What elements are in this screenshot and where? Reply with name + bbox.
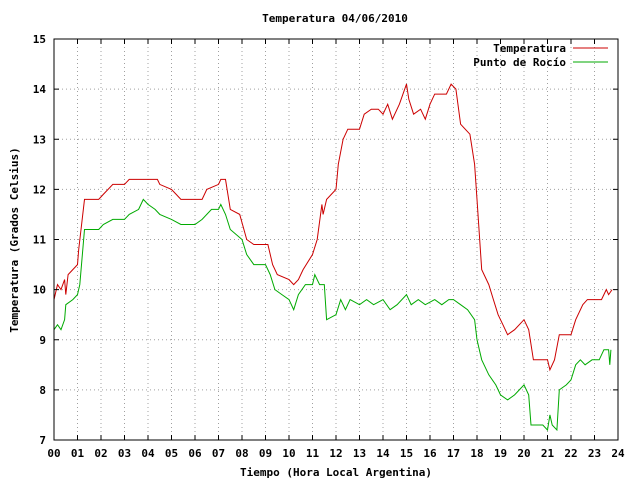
x-tick-label: 15 <box>400 447 413 460</box>
x-tick-label: 07 <box>212 447 225 460</box>
x-tick-label: 05 <box>165 447 178 460</box>
x-tick-label: 23 <box>588 447 601 460</box>
x-tick-label: 20 <box>517 447 530 460</box>
y-tick-label: 15 <box>33 33 46 46</box>
y-axis: 7 8 9 10 11 12 13 14 15 <box>33 33 618 447</box>
temperatura-series-line <box>53 83 613 372</box>
punto-de-rocio-series-line <box>53 198 612 432</box>
x-tick-label: 21 <box>541 447 555 460</box>
x-axis: 00 01 02 03 04 05 06 07 08 09 10 11 12 13 14 15 16 17 18 19… <box>47 39 625 460</box>
x-tick-label: 09 <box>259 447 272 460</box>
x-tick-label: 10 <box>282 447 295 460</box>
x-tick-label: 18 <box>470 447 483 460</box>
x-tick-label: 19 <box>494 447 507 460</box>
x-tick-label: 01 <box>71 447 85 460</box>
y-tick-label: 11 <box>33 234 47 247</box>
y-axis-label: Temperatura (Grados Celsius) <box>8 147 21 332</box>
x-tick-label: 16 <box>423 447 437 460</box>
x-tick-label: 24 <box>611 447 625 460</box>
x-tick-label: 14 <box>376 447 390 460</box>
x-tick-label: 08 <box>235 447 248 460</box>
x-tick-label: 04 <box>141 447 155 460</box>
x-axis-label: Tiempo (Hora Local Argentina) <box>240 466 432 479</box>
x-tick-label: 13 <box>353 447 366 460</box>
chart-title: Temperatura 04/06/2010 <box>262 12 408 25</box>
y-tick-label: 13 <box>33 133 46 146</box>
x-tick-label: 03 <box>118 447 131 460</box>
x-tick-label: 06 <box>188 447 202 460</box>
x-tick-label: 00 <box>47 447 60 460</box>
y-tick-label: 7 <box>39 434 46 447</box>
y-tick-label: 12 <box>33 183 46 196</box>
x-tick-label: 22 <box>564 447 577 460</box>
legend-label: Punto de Rocío <box>473 56 566 69</box>
x-tick-label: 11 <box>306 447 320 460</box>
plot-area <box>53 83 613 432</box>
y-tick-label: 8 <box>39 384 46 397</box>
grid <box>54 39 618 440</box>
x-tick-label: 02 <box>94 447 107 460</box>
y-tick-label: 9 <box>39 334 46 347</box>
x-tick-label: 17 <box>447 447 460 460</box>
x-tick-label: 12 <box>329 447 342 460</box>
legend-label: Temperatura <box>493 42 566 55</box>
y-tick-label: 10 <box>33 284 46 297</box>
y-tick-label: 14 <box>33 83 47 96</box>
